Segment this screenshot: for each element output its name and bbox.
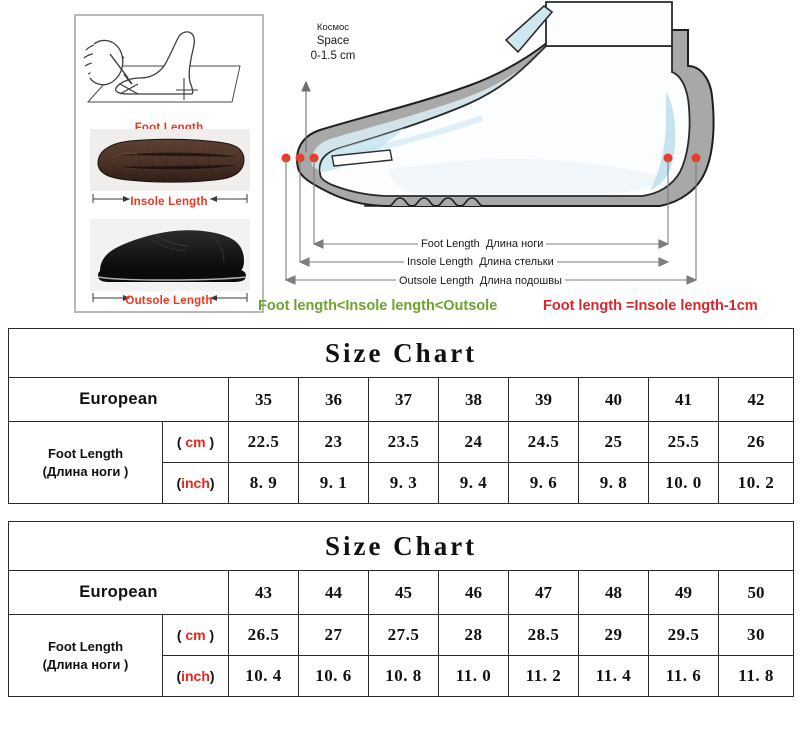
insole-dimension-line	[92, 194, 248, 203]
size-cell: 45	[368, 570, 439, 615]
table-row-cm: Foot Length (Длина ноги ) ( cm ) 22.5 23…	[8, 421, 795, 504]
photo-label-insole-length: Insole Length	[130, 196, 208, 208]
value-cell: 25	[578, 421, 649, 463]
value-cell: 22.5	[228, 421, 299, 463]
value-cell: 9. 1	[298, 462, 369, 504]
value-cell: 27.5	[368, 614, 439, 656]
foot-length-illustration	[83, 31, 241, 103]
unit-cell-inch: (inch)	[162, 655, 229, 697]
value-cell: 29.5	[648, 614, 719, 656]
value-cell: 24.5	[508, 421, 579, 463]
size-cell: 46	[438, 570, 509, 615]
value-cell: 25.5	[648, 421, 719, 463]
size-cell: 48	[578, 570, 649, 615]
value-cell: 26	[717, 421, 795, 463]
size-cell: 35	[228, 377, 299, 422]
size-cell: 47	[508, 570, 579, 615]
size-cell: 39	[508, 377, 579, 422]
value-cell: 9. 8	[578, 462, 649, 504]
size-cell: 44	[298, 570, 369, 615]
value-cell: 10. 8	[368, 655, 439, 697]
value-cell: 30	[717, 614, 795, 656]
dimension-label-insole-length: Insole Length Длина стельки	[404, 256, 557, 268]
formula-row: Foot length<Insole length<Outsole Foot l…	[0, 298, 800, 320]
row-header-line1: Foot Length	[47, 445, 124, 461]
value-cell: 11. 2	[508, 655, 579, 697]
insole-photo	[90, 129, 250, 191]
size-cell: 42	[717, 377, 795, 422]
table-row-inch: (inch) 10. 4 10. 6 10. 8 11. 0 11. 2 11.…	[9, 655, 795, 697]
space-note: Космос Space 0-1.5 cm	[283, 22, 383, 64]
value-cell: 9. 4	[438, 462, 509, 504]
table-title: Size Chart	[7, 328, 795, 378]
table-title: Size Chart	[7, 521, 795, 571]
value-cell: 28.5	[508, 614, 579, 656]
value-cell: 9. 6	[508, 462, 579, 504]
table-row-cm: Foot Length (Длина ноги ) ( cm ) 26.5 27…	[8, 614, 795, 697]
value-cell: 10. 4	[228, 655, 299, 697]
value-cell: 11. 0	[438, 655, 509, 697]
table-row-inch: (inch) 8. 9 9. 1 9. 3 9. 4 9. 6 9. 8 10.…	[9, 462, 795, 504]
value-cell: 23	[298, 421, 369, 463]
formula-inequality-green: Foot length<Insole length<Outsole	[258, 298, 498, 314]
row-header-line2: (Длина ноги )	[42, 463, 129, 479]
row-header-foot-length: Foot Length (Длина ноги )	[8, 614, 163, 697]
measurement-photo-panel: Foot Length	[74, 14, 264, 313]
value-cell: 10. 2	[717, 462, 795, 504]
size-cell: 40	[578, 377, 649, 422]
row-header-european: European	[8, 377, 229, 422]
table-row-title: Size Chart	[7, 521, 795, 571]
space-note-value: 0-1.5 cm	[310, 49, 356, 62]
value-cell: 11. 6	[648, 655, 719, 697]
value-cell: 8. 9	[228, 462, 299, 504]
space-note-en: Space	[316, 35, 350, 48]
size-cell: 43	[228, 570, 299, 615]
value-cell: 23.5	[368, 421, 439, 463]
value-cell: 29	[578, 614, 649, 656]
row-header-foot-length: Foot Length (Длина ноги )	[8, 421, 163, 504]
value-cell: 28	[438, 614, 509, 656]
value-cell: 24	[438, 421, 509, 463]
size-cell: 41	[648, 377, 719, 422]
size-chart-table-1: Size Chart European 35 36 37 38 39 40 41…	[7, 328, 795, 504]
row-header-line2: (Длина ноги )	[42, 656, 129, 672]
outsole-dimension-line	[92, 293, 248, 302]
row-header-european: European	[8, 570, 229, 615]
dimension-label-foot-length: Foot Length Длина ноги	[418, 238, 547, 250]
unit-cell-cm: ( cm )	[162, 614, 229, 656]
space-note-ru: Космос	[316, 22, 350, 33]
table-row-title: Size Chart	[7, 328, 795, 378]
value-cell: 9. 3	[368, 462, 439, 504]
table-row-european: European 35 36 37 38 39 40 41 42	[8, 377, 795, 422]
value-cell: 27	[298, 614, 369, 656]
size-cell: 49	[648, 570, 719, 615]
size-cell: 38	[438, 377, 509, 422]
value-cell: 10. 6	[298, 655, 369, 697]
unit-cell-inch: (inch)	[162, 462, 229, 504]
size-chart-table-2: Size Chart European 43 44 45 46 47 48 49…	[7, 521, 795, 697]
formula-equation-red: Foot length =Insole length-1cm	[543, 298, 758, 314]
measurement-diagram-section: Foot Length	[0, 0, 800, 326]
photo-label-outsole-length: Outsole Length	[125, 295, 213, 307]
value-cell: 11. 4	[578, 655, 649, 697]
unit-cell-cm: ( cm )	[162, 421, 229, 463]
outsole-photo	[90, 219, 250, 291]
size-cell: 36	[298, 377, 369, 422]
row-header-line1: Foot Length	[47, 638, 124, 654]
table-row-european: European 43 44 45 46 47 48 49 50	[8, 570, 795, 615]
value-cell: 26.5	[228, 614, 299, 656]
value-cell: 10. 0	[648, 462, 719, 504]
size-cell: 37	[368, 377, 439, 422]
value-cell: 11. 8	[717, 655, 795, 697]
dimension-label-outsole-length: Outsole Length Длина подошвы	[396, 275, 565, 287]
size-cell: 50	[717, 570, 795, 615]
shoe-cross-section-diagram	[281, 1, 715, 285]
